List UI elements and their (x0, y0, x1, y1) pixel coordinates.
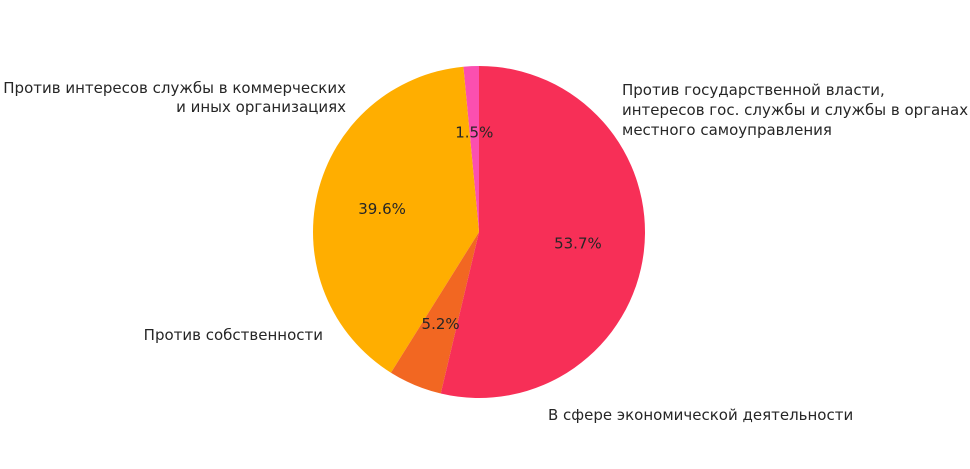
pie-category-label-2: Против собственности (144, 326, 323, 344)
pie-slice-3 (390, 232, 479, 394)
pie-slice-2 (313, 66, 479, 373)
pie-pct-label-3: 5.2% (422, 315, 460, 333)
pie-category-label-1: Против интересов службы в коммерческих и … (3, 79, 346, 116)
pie-pct-label-2: 39.6% (358, 200, 406, 218)
pie-pct-label-1: 1.5% (455, 124, 493, 142)
slices-layer (313, 66, 645, 399)
pie-category-label-line: Против государственной власти, (622, 81, 885, 99)
labels-layer: 1.5% Против интересов службы в коммерческ… (3, 79, 968, 424)
pie-category-label-line: интересов гос. службы и службы в органах (622, 101, 968, 119)
pie-slice-4 (440, 66, 645, 399)
pie-category-label-line: местного самоуправления (622, 121, 832, 139)
pie-category-label-line: Против собственности (144, 326, 323, 344)
pie-category-label-3: В сфере экономической деятельности (548, 406, 853, 424)
pie-category-label-line: Против интересов службы в коммерческих (3, 79, 346, 97)
pie-category-label-4: Против государственной власти, интересов … (622, 81, 968, 139)
pie-pct-label-4: 53.7% (554, 235, 602, 253)
pie-slice-1 (463, 66, 479, 232)
pie-category-label-line: и иных организациях (176, 98, 346, 116)
pie-category-label-line: В сфере экономической деятельности (548, 406, 853, 424)
